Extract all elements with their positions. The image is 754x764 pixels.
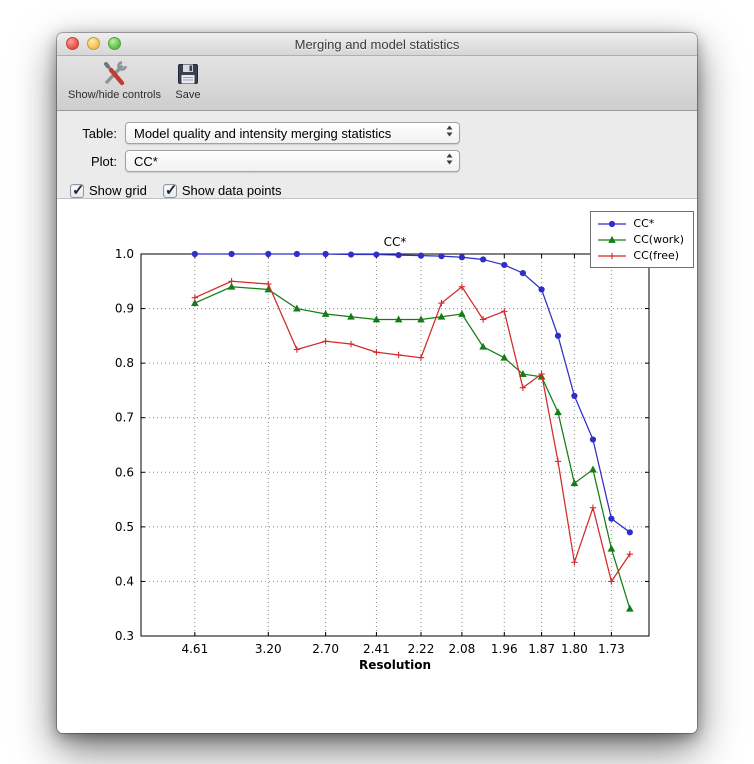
legend-label: CC(work) [633,233,684,246]
legend-entry: CC* [597,217,684,230]
svg-text:2.41: 2.41 [363,642,390,656]
toolbar-button-label: Save [175,89,201,101]
legend-entry: CC(work) [597,233,684,246]
svg-text:0.9: 0.9 [115,302,134,316]
svg-text:0.6: 0.6 [115,465,134,479]
toolbar-button-label: Show/hide controls [68,89,161,101]
save-button[interactable]: Save [172,60,204,101]
svg-text:0.3: 0.3 [115,629,134,643]
window-title: Merging and model statistics [294,36,460,52]
window-controls [66,37,121,50]
checkbox-row: Show grid Show data points [70,181,697,199]
checkbox-label: Show data points [181,183,282,198]
plot-select-value: CC* [134,153,158,169]
svg-text:2.22: 2.22 [408,642,435,656]
svg-text:Resolution: Resolution [359,658,431,672]
toolbar: Show/hide controls Save [57,56,697,111]
chart-canvas: 0.3 0.4 0.5 0.6 0.7 0.8 0.9 1.0 4.61 3.20 2.70 2.41… [115,235,650,672]
zoom-button[interactable] [108,37,121,50]
legend-label: CC(free) [633,249,680,262]
legend-plus-marker-icon [598,252,627,259]
svg-text:0.4: 0.4 [115,574,134,588]
minimize-button[interactable] [87,37,100,50]
svg-text:1.73: 1.73 [598,642,625,656]
chart-legend: CC* CC(work) CC(free) [590,211,694,268]
title-bar[interactable]: Merging and model statistics [57,33,697,56]
show-hide-controls-button[interactable]: Show/hide controls [65,60,164,101]
svg-text:1.0: 1.0 [115,247,134,261]
svg-text:2.70: 2.70 [312,642,339,656]
table-select[interactable]: Model quality and intensity merging stat… [125,122,460,144]
checkbox-label: Show grid [89,183,147,198]
table-row: Table: Model quality and intensity mergi… [63,122,697,144]
legend-triangle-marker-icon [598,235,627,243]
plot-label: Plot: [90,153,117,169]
close-button[interactable] [66,37,79,50]
plot-row: Plot: CC* [63,150,697,172]
svg-text:3.20: 3.20 [255,642,282,656]
legend-label: CC* [633,217,655,230]
svg-text:2.08: 2.08 [449,642,476,656]
svg-text:1.87: 1.87 [528,642,555,656]
app-window: Merging and model statistics Show/hide c… [57,33,697,733]
svg-text:4.61: 4.61 [181,642,208,656]
show-grid-checkbox[interactable]: Show grid [70,181,147,199]
checkbox-icon [162,181,177,199]
table-label: Table: [82,125,117,141]
updown-arrows-icon [445,124,454,143]
controls-panel: Table: Model quality and intensity mergi… [57,111,697,199]
checkbox-icon [70,181,85,199]
svg-text:0.8: 0.8 [115,356,134,370]
legend-circle-marker-icon [598,220,627,227]
show-data-points-checkbox[interactable]: Show data points [162,181,282,199]
svg-text:1.80: 1.80 [561,642,588,656]
svg-text:CC*: CC* [384,235,407,249]
updown-arrows-icon [445,152,454,171]
svg-text:1.96: 1.96 [491,642,518,656]
save-icon [175,60,201,88]
plot-select[interactable]: CC* [125,150,460,172]
table-select-value: Model quality and intensity merging stat… [134,125,392,141]
legend-entry: CC(free) [597,249,684,262]
tools-icon [100,60,128,88]
plot-region: 0.3 0.4 0.5 0.6 0.7 0.8 0.9 1.0 4.61 3.20 2.70 2.41… [57,199,697,733]
svg-text:0.5: 0.5 [115,520,134,534]
svg-text:0.7: 0.7 [115,411,134,425]
